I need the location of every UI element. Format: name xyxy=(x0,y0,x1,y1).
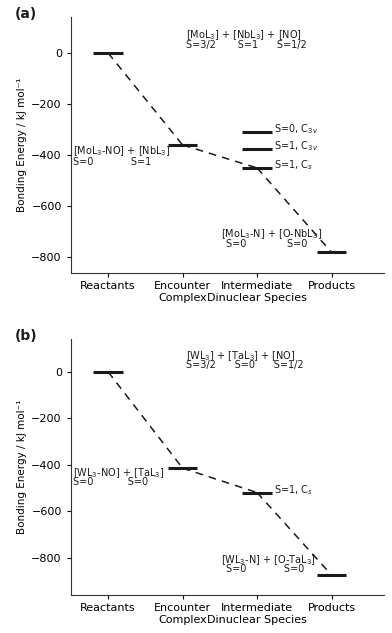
Text: [WL$_3$-N] + [O-TaL$_3$]: [WL$_3$-N] + [O-TaL$_3$] xyxy=(221,553,316,567)
Text: S=1, C$_s$: S=1, C$_s$ xyxy=(274,483,313,497)
Text: S=0             S=0: S=0 S=0 xyxy=(226,239,307,249)
Text: (b): (b) xyxy=(15,329,37,343)
Text: [WL$_3$-NO] + [TaL$_3$]: [WL$_3$-NO] + [TaL$_3$] xyxy=(73,466,164,480)
Text: [MoL$_3$-N] + [O-NbL$_3$]: [MoL$_3$-N] + [O-NbL$_3$] xyxy=(221,227,322,241)
Text: [MoL$_3$-NO] + [NbL$_3$]: [MoL$_3$-NO] + [NbL$_3$] xyxy=(73,144,171,158)
Text: S=3/2       S=1      S=1/2: S=3/2 S=1 S=1/2 xyxy=(186,41,307,50)
Text: S=0            S=1: S=0 S=1 xyxy=(73,156,151,166)
Text: S=1, C$_{3v}$: S=1, C$_{3v}$ xyxy=(274,139,318,153)
Text: [MoL$_3$] + [NbL$_3$] + [NO]: [MoL$_3$] + [NbL$_3$] + [NO] xyxy=(186,28,302,42)
Text: S=0, C$_{3v}$: S=0, C$_{3v}$ xyxy=(274,122,318,136)
Text: (a): (a) xyxy=(15,7,37,21)
Text: [WL$_3$] + [TaL$_3$] + [NO]: [WL$_3$] + [TaL$_3$] + [NO] xyxy=(186,349,296,363)
Text: S=0           S=0: S=0 S=0 xyxy=(73,477,148,487)
Text: S=1, C$_s$: S=1, C$_s$ xyxy=(274,158,313,172)
Text: S=0            S=0: S=0 S=0 xyxy=(226,564,304,573)
Text: S=3/2      S=0      S=1/2: S=3/2 S=0 S=1/2 xyxy=(186,360,304,370)
Y-axis label: Bonding Energy / kJ mol⁻¹: Bonding Energy / kJ mol⁻¹ xyxy=(17,400,27,534)
Y-axis label: Bonding Energy / kJ mol⁻¹: Bonding Energy / kJ mol⁻¹ xyxy=(17,78,27,212)
